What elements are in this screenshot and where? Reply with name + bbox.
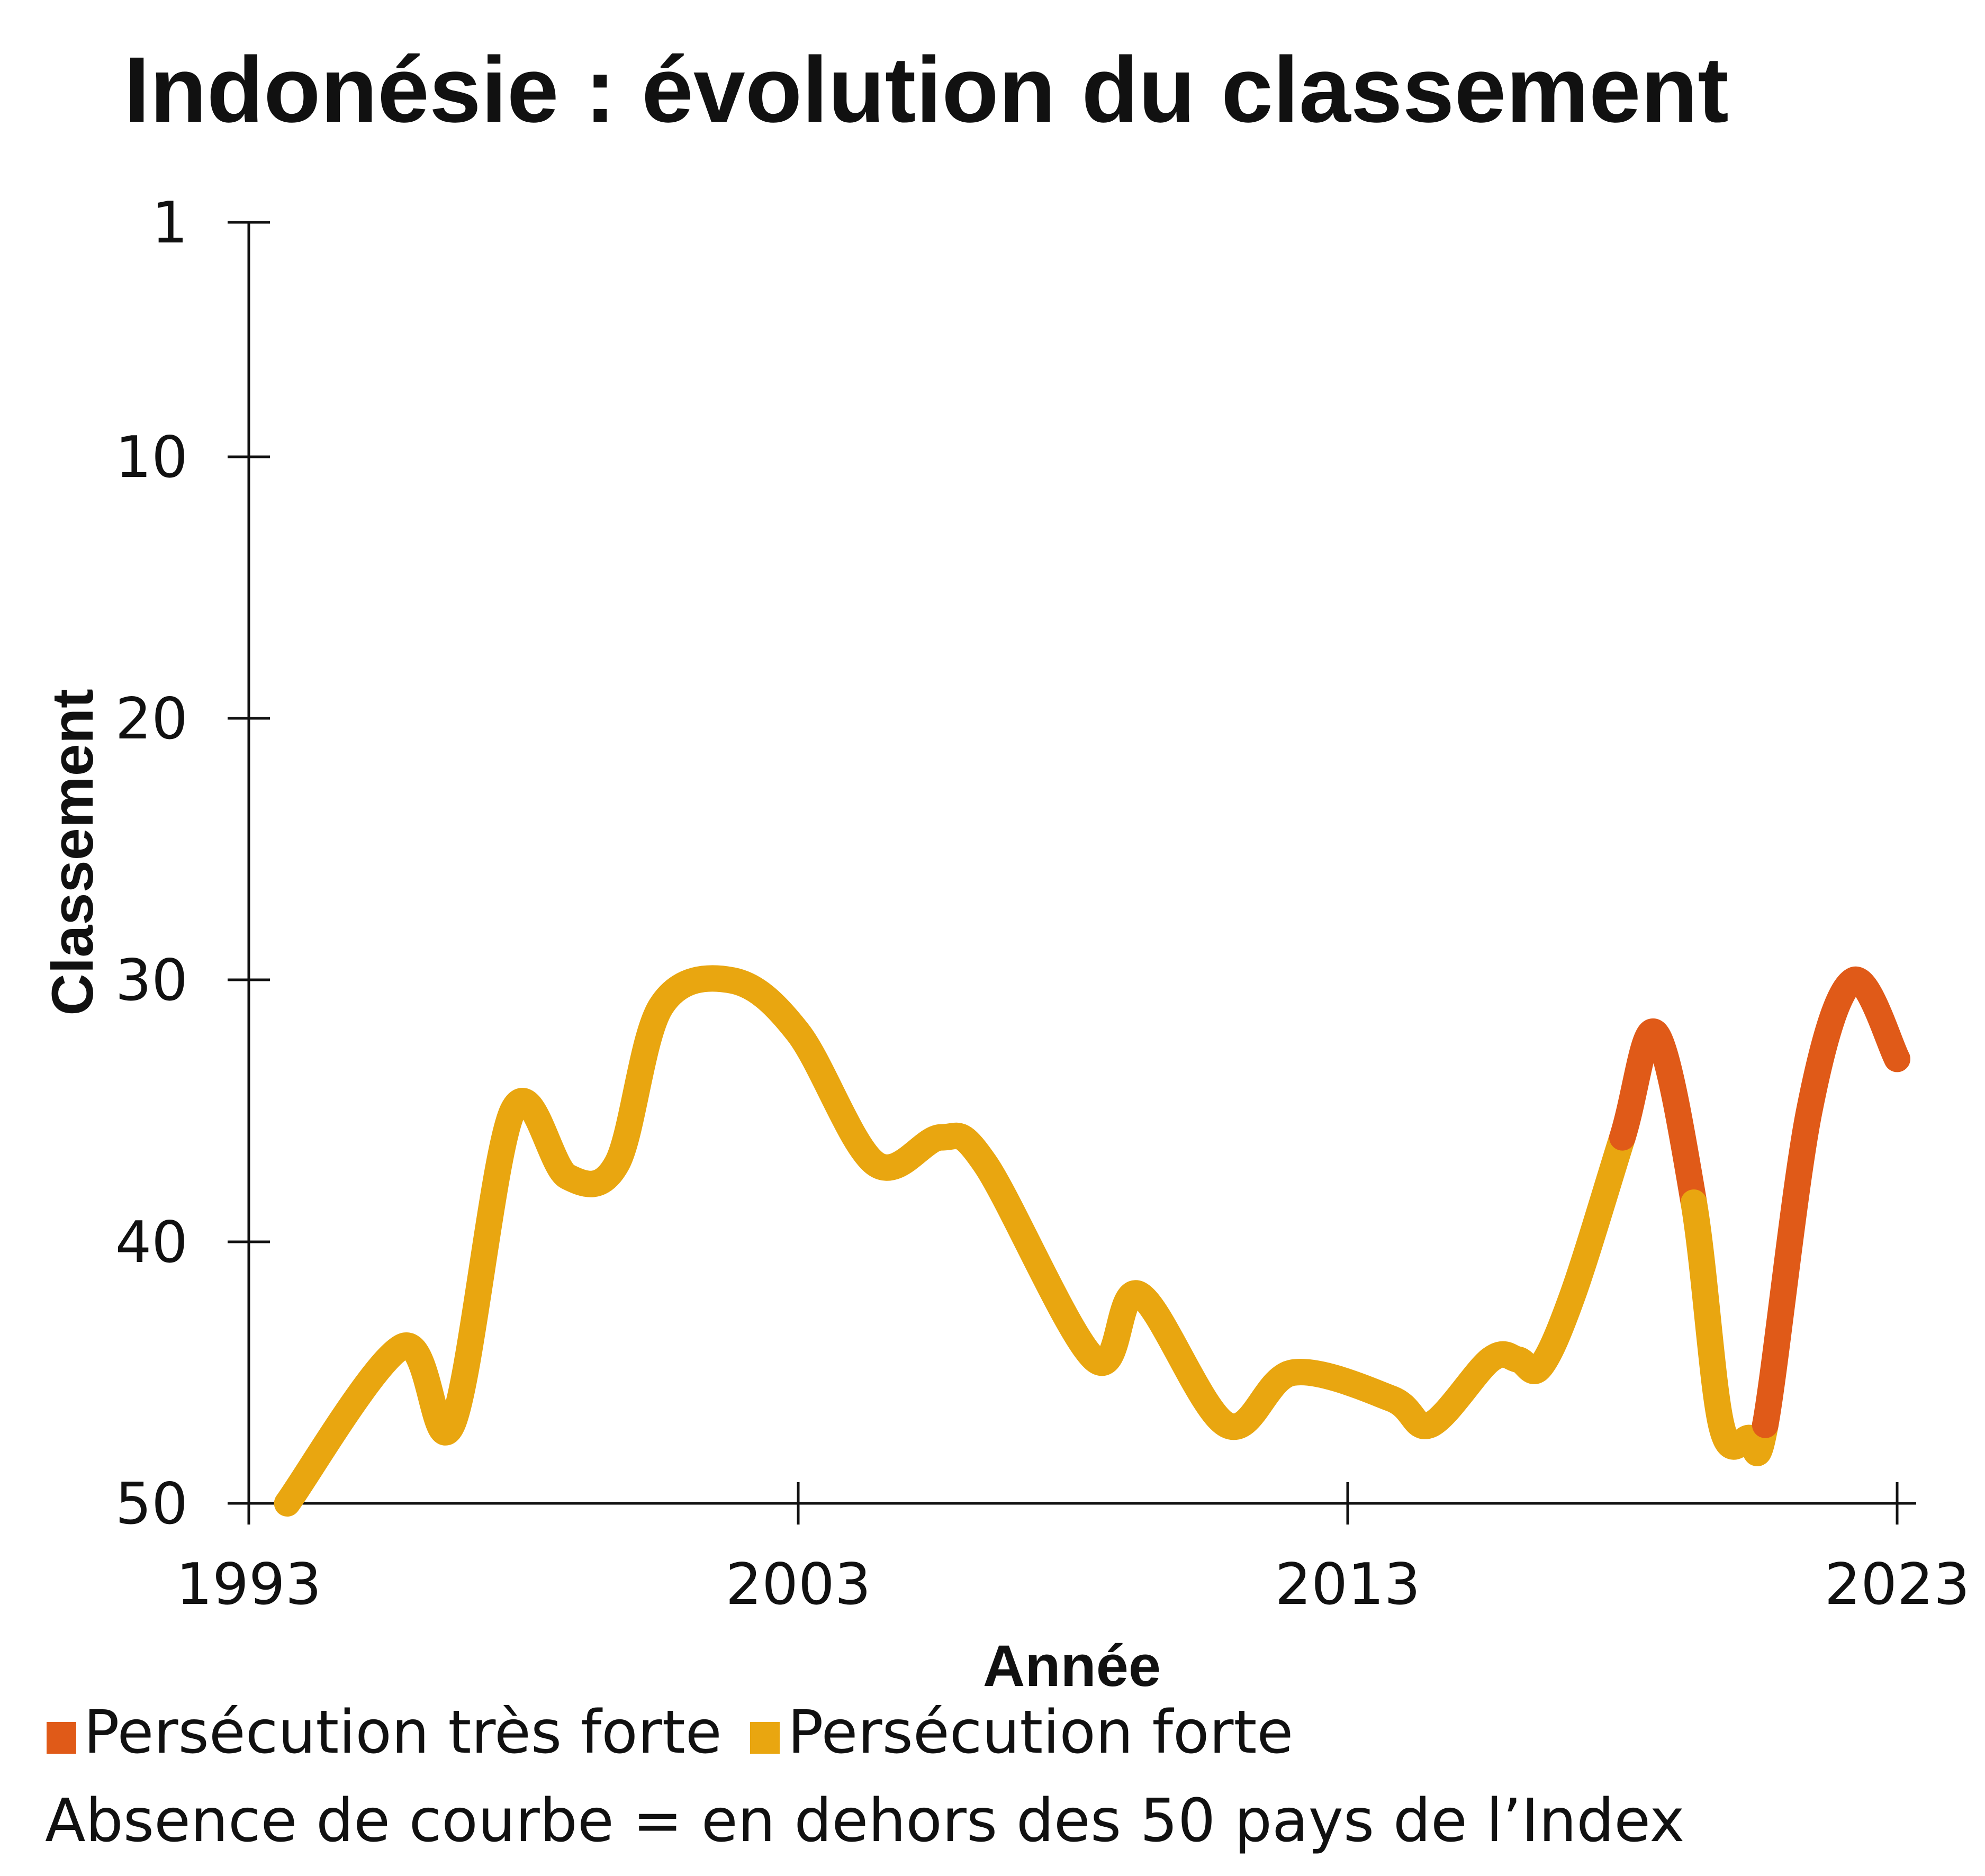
y-tick-label-20: 20 [115,686,188,752]
series-segment-very-strong-1 [1609,1018,1707,1216]
x-tick-label-2023: 2023 [1825,1552,1970,1618]
legend-swatch-strong [750,1722,780,1754]
footnote: Absence de courbe = en dehors des 50 pay… [45,1787,1685,1855]
series-segment-very-strong-3 [1752,967,1910,1438]
x-tick-label-2003: 2003 [726,1552,871,1618]
legend-label-very-strong: Persécution très forte [84,1698,722,1767]
series-layer [274,965,1910,1517]
legend-label-strong: Persécution forte [788,1698,1293,1767]
y-tick-label-50: 50 [115,1471,188,1537]
series-segment-strong-2 [1680,1189,1779,1466]
y-tick-label-40: 40 [115,1210,188,1276]
series-segment-strong-0 [274,965,1636,1517]
x-tick-label-2013: 2013 [1275,1552,1421,1618]
legend-swatch-very-strong [47,1722,76,1754]
y-tick-labels: 1 10 20 30 40 50 [115,190,188,1537]
x-axis-label: Année [983,1634,1161,1699]
y-tick-label-10: 10 [115,425,188,491]
chart-title: Indonésie : évolution du classement [124,38,1729,142]
legend: Persécution très forte Persécution forte [47,1698,1293,1767]
y-tick-label-30: 30 [115,948,188,1014]
y-tick-label-1: 1 [151,190,188,256]
x-tick-labels: 1993 2003 2013 2023 [176,1552,1970,1618]
x-ticks [247,1482,1899,1525]
y-axis-label: Classement [40,689,105,1016]
x-tick-label-1993: 1993 [176,1552,322,1618]
